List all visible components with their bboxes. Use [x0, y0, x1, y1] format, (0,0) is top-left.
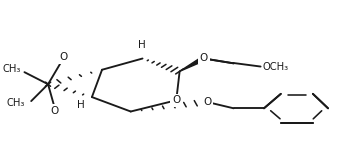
Text: H: H [77, 100, 85, 110]
Text: OCH₃: OCH₃ [262, 62, 288, 72]
Polygon shape [180, 57, 207, 71]
Text: H: H [138, 40, 146, 50]
Text: CH₃: CH₃ [7, 98, 25, 109]
Text: O: O [172, 95, 180, 105]
Text: CH₃: CH₃ [3, 64, 21, 74]
Text: O: O [200, 53, 208, 63]
Text: O: O [203, 97, 212, 107]
Text: O: O [59, 52, 67, 62]
Text: O: O [50, 106, 58, 116]
